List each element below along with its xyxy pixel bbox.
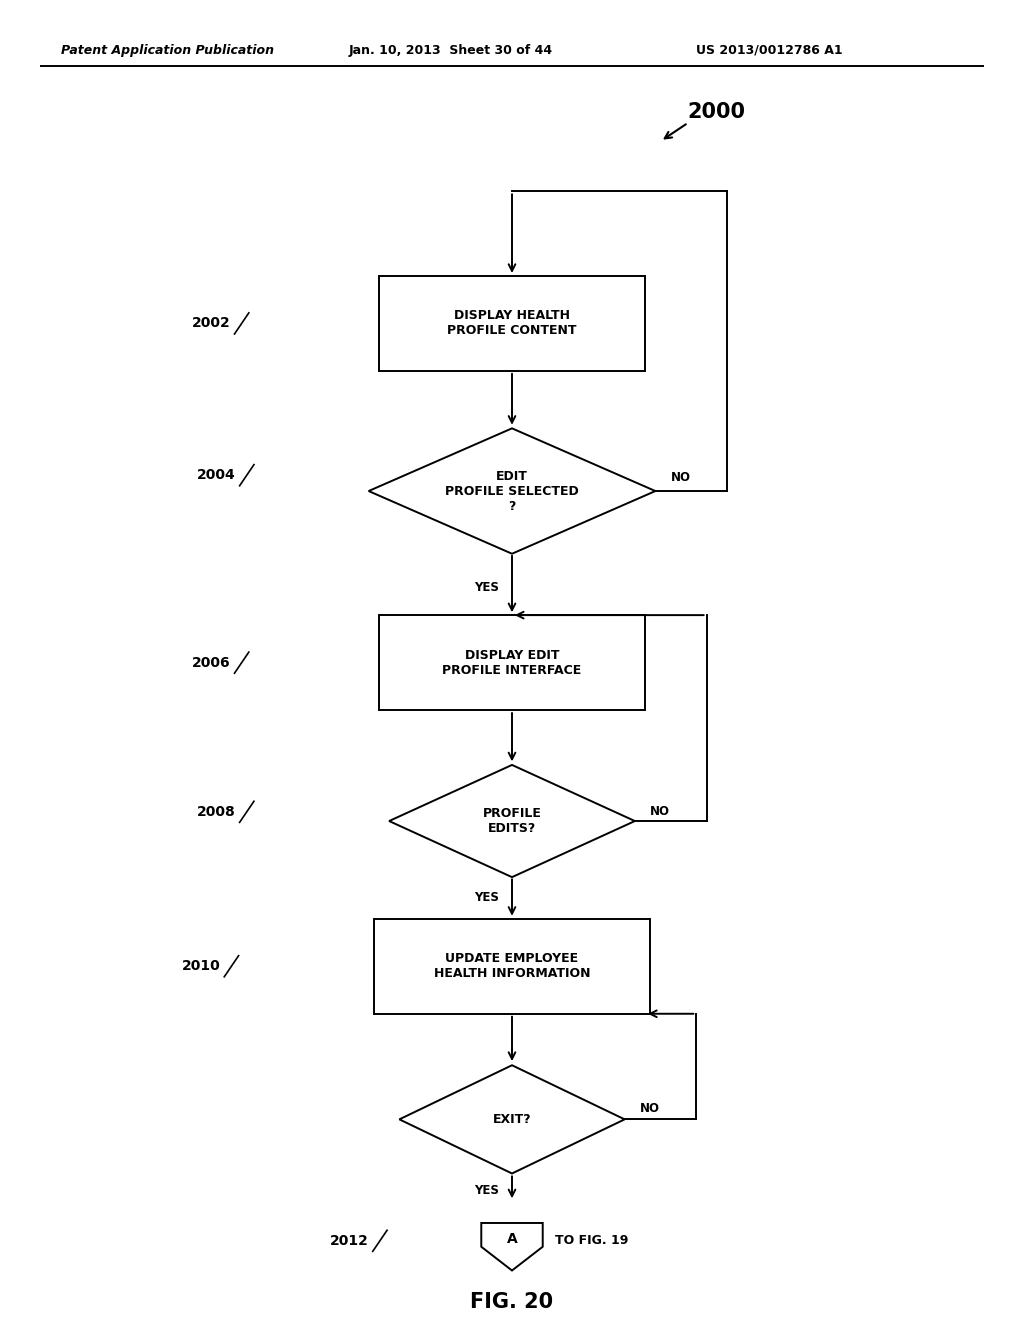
Text: NO: NO (671, 471, 691, 484)
Text: DISPLAY HEALTH
PROFILE CONTENT: DISPLAY HEALTH PROFILE CONTENT (447, 309, 577, 338)
Text: PROFILE
EDITS?: PROFILE EDITS? (482, 807, 542, 836)
Text: 2000: 2000 (688, 102, 745, 123)
Bar (379, 615, 645, 710)
Text: A: A (507, 1232, 517, 1246)
Bar (374, 919, 650, 1014)
Text: 2012: 2012 (330, 1234, 369, 1247)
Text: EXIT?: EXIT? (493, 1113, 531, 1126)
Text: 2002: 2002 (191, 317, 230, 330)
Text: YES: YES (474, 1184, 499, 1197)
Text: US 2013/0012786 A1: US 2013/0012786 A1 (696, 44, 843, 57)
Text: 2006: 2006 (191, 656, 230, 669)
Text: NO: NO (650, 805, 671, 818)
Bar (379, 276, 645, 371)
Text: FIG. 20: FIG. 20 (470, 1291, 554, 1312)
Text: TO FIG. 19: TO FIG. 19 (555, 1234, 629, 1247)
Text: YES: YES (474, 581, 499, 594)
Text: EDIT
PROFILE SELECTED
?: EDIT PROFILE SELECTED ? (445, 470, 579, 512)
Text: Patent Application Publication: Patent Application Publication (61, 44, 274, 57)
Text: DISPLAY EDIT
PROFILE INTERFACE: DISPLAY EDIT PROFILE INTERFACE (442, 648, 582, 677)
Text: 2010: 2010 (181, 960, 220, 973)
Text: UPDATE EMPLOYEE
HEALTH INFORMATION: UPDATE EMPLOYEE HEALTH INFORMATION (434, 952, 590, 981)
Text: 2008: 2008 (197, 805, 236, 818)
Text: YES: YES (474, 891, 499, 904)
Text: NO: NO (640, 1102, 660, 1115)
Text: 2004: 2004 (197, 469, 236, 482)
Text: Jan. 10, 2013  Sheet 30 of 44: Jan. 10, 2013 Sheet 30 of 44 (348, 44, 552, 57)
